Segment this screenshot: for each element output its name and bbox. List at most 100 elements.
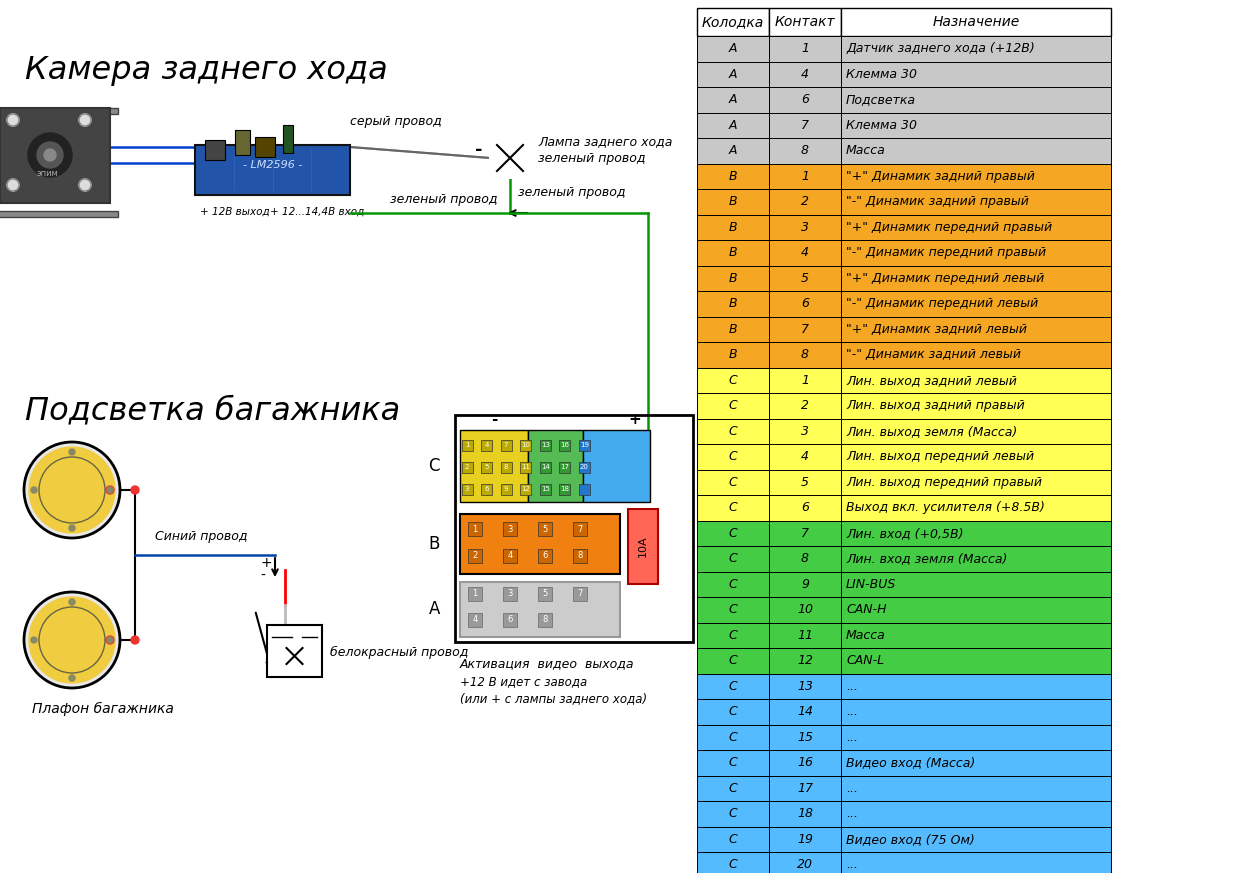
Text: A: A — [729, 42, 737, 55]
Text: 4: 4 — [801, 450, 809, 464]
Text: "+" Динамик задний правый: "+" Динамик задний правый — [846, 169, 1035, 182]
Bar — [538, 549, 552, 563]
Text: CAN-H: CAN-H — [846, 603, 886, 616]
Text: Клемма 30: Клемма 30 — [846, 119, 917, 132]
Bar — [769, 725, 841, 750]
Circle shape — [51, 470, 92, 510]
Bar — [697, 342, 769, 368]
Text: "+" Динамик передний левый: "+" Динамик передний левый — [846, 272, 1044, 285]
Circle shape — [51, 620, 92, 660]
Text: "-" Динамик задний левый: "-" Динамик задний левый — [846, 348, 1022, 361]
Bar — [769, 61, 841, 87]
Text: C: C — [729, 578, 738, 591]
Text: 19: 19 — [797, 833, 813, 846]
Bar — [501, 439, 512, 450]
Text: Лин. вход земля (Масса): Лин. вход земля (Масса) — [846, 553, 1008, 565]
Text: Лин. выход задний левый: Лин. выход задний левый — [846, 374, 1017, 387]
Bar — [501, 462, 512, 472]
Text: B: B — [729, 348, 738, 361]
Bar — [697, 520, 769, 546]
Circle shape — [24, 442, 120, 538]
Text: 14: 14 — [797, 705, 813, 718]
Bar — [841, 852, 1111, 873]
Bar — [697, 163, 769, 189]
Bar — [769, 444, 841, 470]
Bar — [697, 393, 769, 418]
Circle shape — [8, 114, 19, 126]
Text: 10: 10 — [521, 442, 530, 448]
Text: + 12В выход: + 12В выход — [200, 207, 270, 217]
Circle shape — [105, 486, 114, 494]
Text: 3: 3 — [801, 425, 809, 437]
Circle shape — [69, 599, 75, 605]
Bar — [769, 163, 841, 189]
Bar — [841, 597, 1111, 622]
Bar — [841, 673, 1111, 699]
Text: 5: 5 — [801, 476, 809, 489]
Text: 5: 5 — [542, 589, 547, 599]
Text: 10: 10 — [797, 603, 813, 616]
Bar — [841, 163, 1111, 189]
Bar — [769, 138, 841, 163]
Bar — [697, 827, 769, 852]
Text: C: C — [729, 654, 738, 667]
Bar — [468, 549, 482, 563]
Circle shape — [69, 525, 75, 531]
Bar — [501, 484, 512, 494]
Text: C: C — [729, 705, 738, 718]
Text: 3: 3 — [464, 486, 469, 492]
Bar — [769, 648, 841, 673]
Text: B: B — [729, 323, 738, 336]
Circle shape — [36, 142, 63, 168]
Text: 1: 1 — [464, 442, 469, 448]
Text: +12 В идет с завода: +12 В идет с завода — [461, 675, 587, 688]
Text: 16: 16 — [797, 756, 813, 769]
Text: C: C — [729, 858, 738, 871]
Bar — [481, 462, 492, 472]
Text: B: B — [429, 535, 441, 553]
Text: CAN-L: CAN-L — [846, 654, 884, 667]
Text: Лин. выход передний левый: Лин. выход передний левый — [846, 450, 1034, 464]
Text: C: C — [729, 399, 738, 412]
Bar — [841, 495, 1111, 520]
Text: Датчик заднего хода (+12В): Датчик заднего хода (+12В) — [846, 42, 1035, 55]
Circle shape — [28, 133, 72, 177]
Text: Клемма 30: Клемма 30 — [846, 68, 917, 80]
Bar — [841, 113, 1111, 138]
Text: Лин. вход (+0,5В): Лин. вход (+0,5В) — [846, 526, 964, 540]
Text: 4: 4 — [801, 246, 809, 259]
Text: 2: 2 — [472, 552, 478, 560]
Text: +: + — [629, 412, 641, 427]
Text: Видео вход (75 Ом): Видео вход (75 Ом) — [846, 833, 975, 846]
Bar — [697, 418, 769, 444]
Text: 8: 8 — [542, 615, 547, 624]
Text: B: B — [729, 221, 738, 234]
Bar — [468, 613, 482, 627]
Bar — [560, 462, 570, 472]
Bar — [769, 113, 841, 138]
Text: B: B — [729, 272, 738, 285]
Bar — [841, 775, 1111, 801]
Bar — [769, 572, 841, 597]
Bar — [468, 522, 482, 536]
Bar — [769, 597, 841, 622]
Bar — [697, 750, 769, 775]
Text: ...: ... — [846, 808, 858, 821]
Bar — [841, 572, 1111, 597]
Text: 4: 4 — [472, 615, 478, 624]
Text: C: C — [729, 450, 738, 464]
Bar — [769, 189, 841, 215]
Bar — [538, 613, 552, 627]
Text: 20: 20 — [797, 858, 813, 871]
Bar — [456, 415, 693, 642]
Text: C: C — [729, 374, 738, 387]
Text: "-" Динамик передний левый: "-" Динамик передний левый — [846, 297, 1038, 310]
Text: зеленый провод: зеленый провод — [518, 186, 625, 199]
Bar — [697, 673, 769, 699]
Bar — [697, 495, 769, 520]
Text: 15: 15 — [797, 731, 813, 744]
Bar — [697, 470, 769, 495]
Bar — [769, 215, 841, 240]
Text: C: C — [729, 808, 738, 821]
Text: ...: ... — [846, 705, 858, 718]
